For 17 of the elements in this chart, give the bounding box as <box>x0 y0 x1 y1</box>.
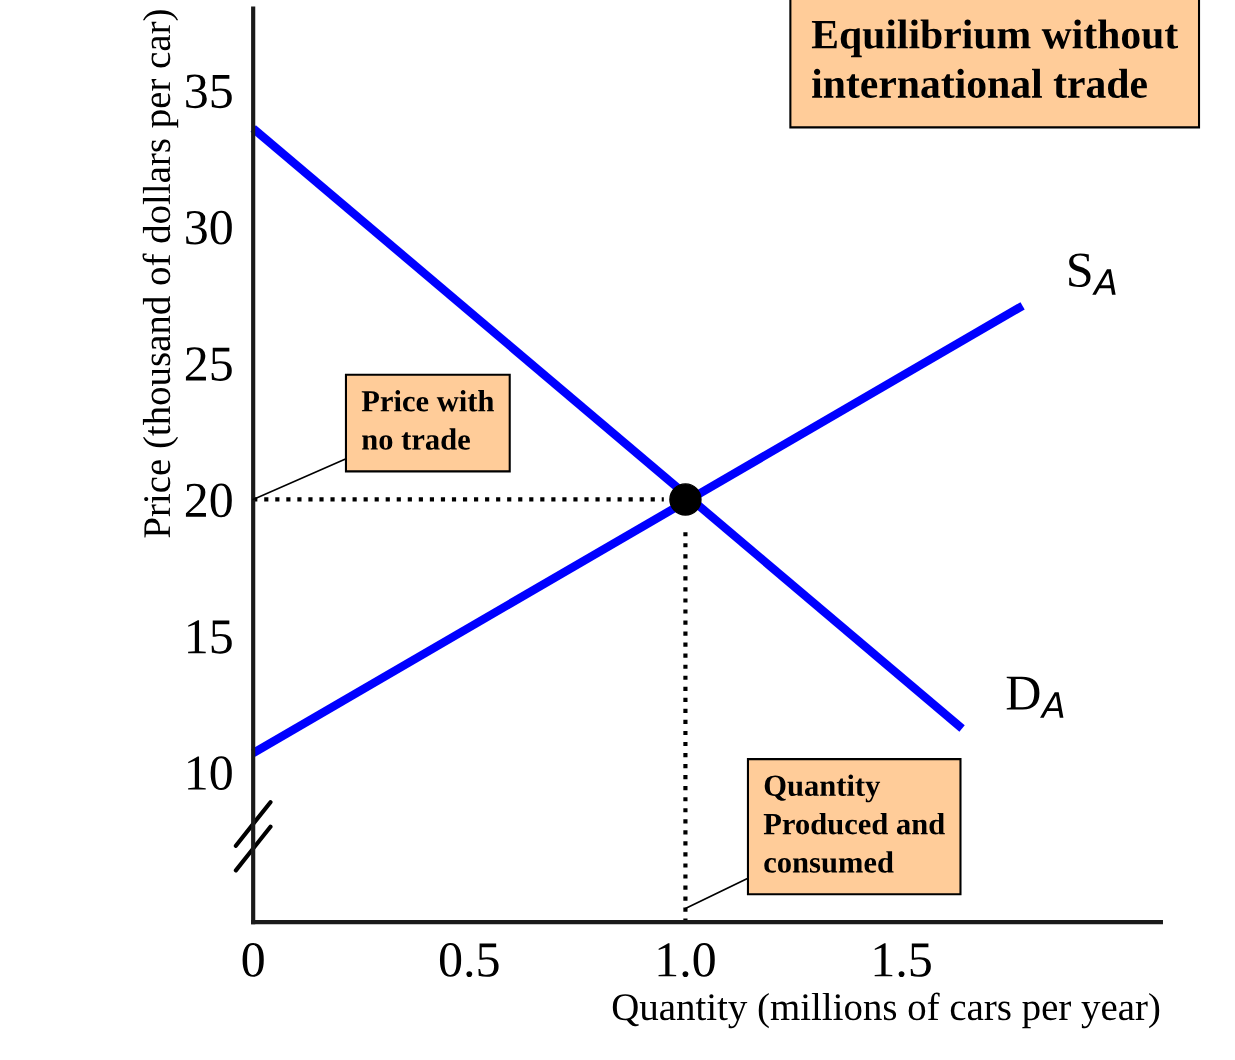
y-axis-title: Price (thousand of dollars per car) <box>142 10 179 538</box>
x-tick-label: 0.5 <box>439 943 499 978</box>
annotation: Quantity Produced and consumed <box>763 774 945 873</box>
y-tick-label: 30 <box>186 210 232 245</box>
series-label: D$_{A}$ <box>1006 676 1064 718</box>
text: Equilibrium without international trade <box>811 19 1179 99</box>
y-tick-label: 20 <box>185 483 232 518</box>
y-tick-label: 25 <box>185 347 232 381</box>
annotation: Price with no trade <box>361 390 494 450</box>
y-tick-label: 15 <box>188 620 232 654</box>
x-tick-label: 1.5 <box>874 943 931 978</box>
y-tick-label: 10 <box>188 756 232 791</box>
x-tick-label: 1.0 <box>658 943 715 978</box>
series-label: S$_{A}$ <box>1069 253 1116 295</box>
x-tick-label: 0 <box>242 943 264 977</box>
x-axis-title: Quantity (millions of cars per year) <box>612 992 1160 1029</box>
y-tick-label: 35 <box>186 74 232 109</box>
